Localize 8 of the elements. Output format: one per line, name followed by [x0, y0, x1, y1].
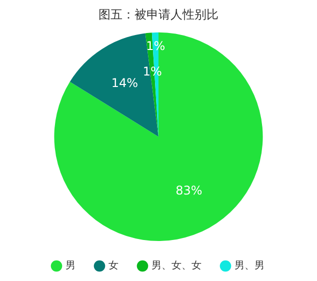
legend-label: 男、男 — [234, 260, 264, 272]
data-label: 14% — [111, 76, 138, 90]
legend-label: 女 — [108, 260, 118, 272]
data-label: 1% — [142, 64, 162, 78]
legend-label: 男、女、女 — [152, 260, 202, 272]
data-label: 83% — [176, 184, 202, 198]
legend-label: 男 — [66, 260, 76, 272]
chart-title: 图五：被申请人性别比 — [98, 7, 218, 22]
